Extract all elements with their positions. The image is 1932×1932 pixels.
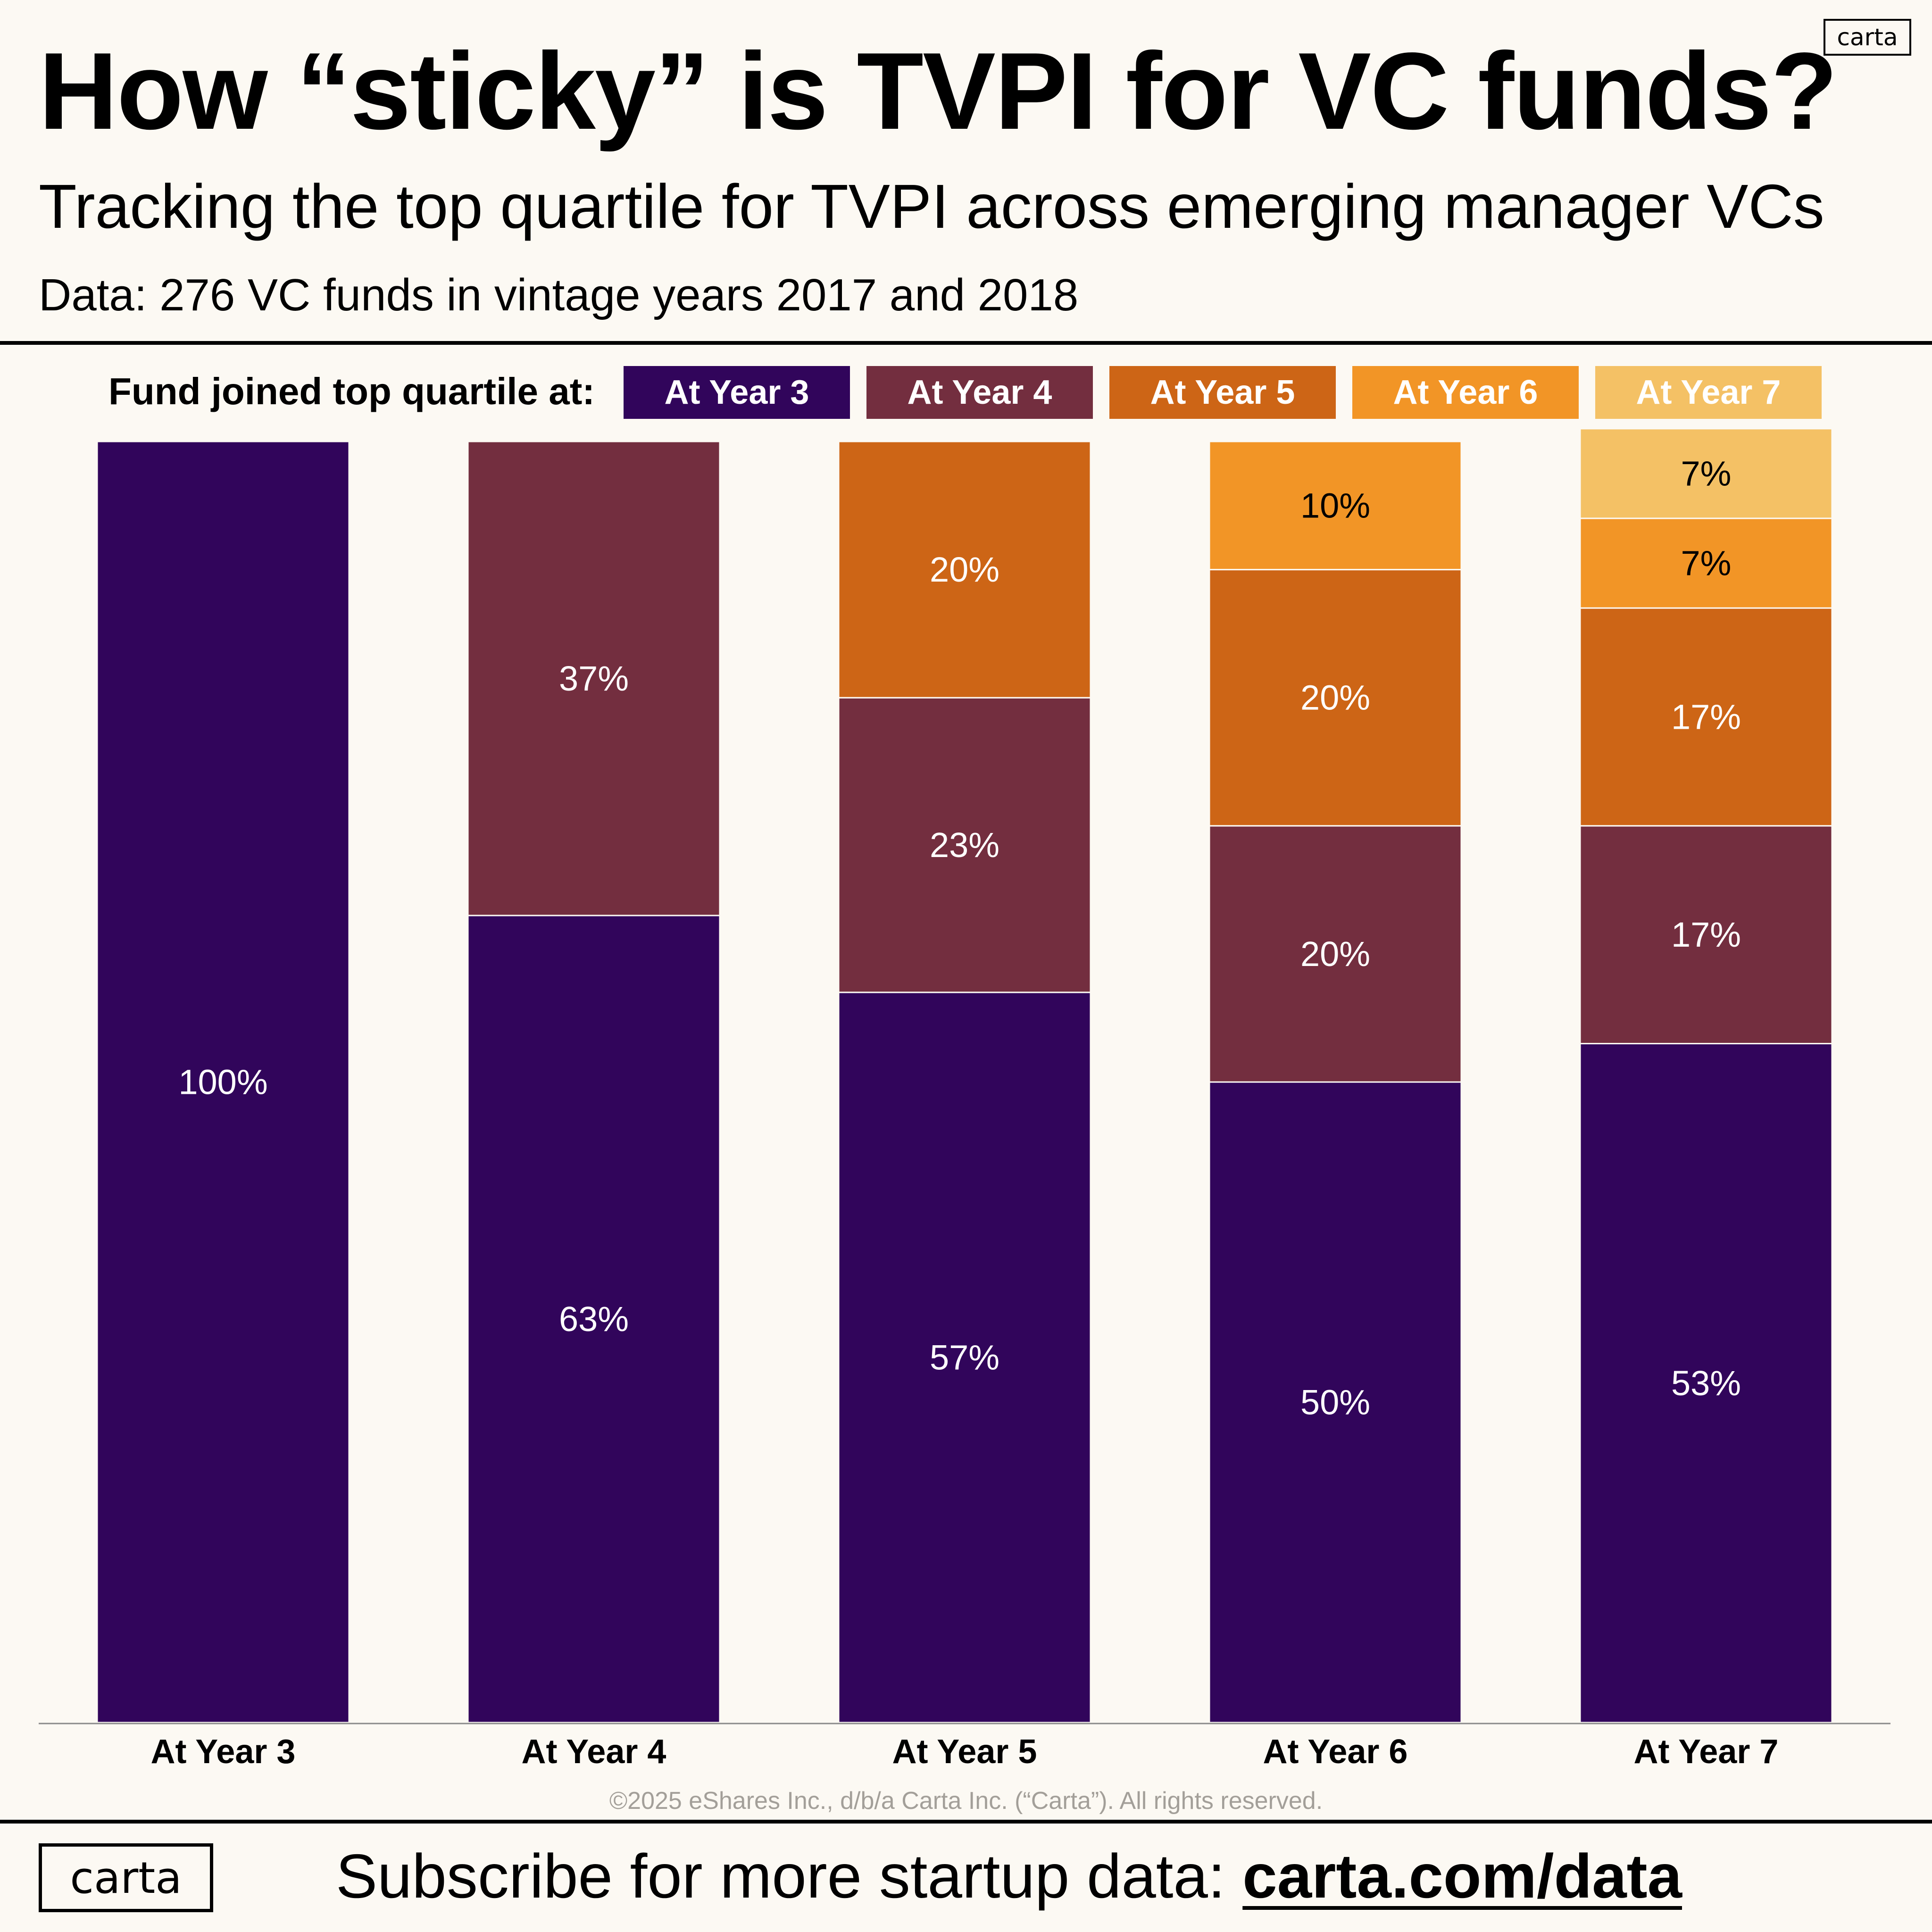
data-label-7-7: 7% [1681, 454, 1732, 493]
legend-chip-year-6: At Year 6 [1352, 366, 1579, 419]
stacked-bar-chart: 100% At Year 3 63% 37% At Year 4 57% 23% 20% At … [39, 428, 1890, 1771]
bar-segment-5-4 [838, 697, 1091, 993]
data-label-7-6: 7% [1681, 544, 1732, 583]
carta-logo-top-text: carta [1837, 24, 1898, 51]
data-label-3-3: 100% [178, 1063, 267, 1102]
bar-segment-7-7 [1579, 428, 1833, 519]
bar-segment-5-5 [838, 441, 1091, 699]
data-label-7-3: 53% [1671, 1364, 1741, 1403]
bar-segment-7-5 [1579, 607, 1833, 827]
carta-logo-bottom: carta [39, 1843, 213, 1912]
data-label-4-3: 63% [559, 1299, 629, 1339]
data-label-5-3: 57% [930, 1338, 999, 1377]
x-tick-label: At Year 6 [1263, 1733, 1408, 1771]
bar-segment-7-4 [1579, 825, 1833, 1045]
bar-segment-7-3 [1579, 1043, 1833, 1724]
legend-chip-year-7: At Year 7 [1595, 366, 1822, 419]
x-tick-label: At Year 5 [892, 1733, 1037, 1771]
bar-segment-6-4 [1208, 825, 1462, 1083]
legend-chip-year-4: At Year 4 [866, 366, 1093, 419]
data-label-5-5: 20% [930, 550, 999, 589]
data-label-6-6: 10% [1300, 486, 1370, 525]
subscribe-link[interactable]: carta.com/data [1242, 1841, 1682, 1911]
data-label-6-4: 20% [1300, 934, 1370, 974]
legend-chip-year-5: At Year 5 [1109, 366, 1336, 419]
footer-divider [0, 1820, 1932, 1824]
data-label-7-4: 17% [1671, 915, 1741, 954]
data-label-7-5: 17% [1671, 697, 1741, 736]
bar-segment-6-5 [1208, 569, 1462, 827]
page-subtitle: Tracking the top quartile for TVPI acros… [39, 172, 1824, 241]
data-label-4-4: 37% [559, 659, 629, 698]
bar-segment-7-6 [1579, 517, 1833, 609]
legend-chip-year-3: At Year 3 [624, 366, 850, 419]
page-title: How “sticky” is TVPI for VC funds? [39, 30, 1838, 152]
x-tick-label: At Year 3 [151, 1733, 296, 1771]
x-tick-label: At Year 4 [522, 1733, 666, 1771]
bar-segment-3-3 [96, 441, 350, 1724]
carta-logo-bottom-text: carta [70, 1852, 182, 1903]
data-note: Data: 276 VC funds in vintage years 2017… [39, 270, 1079, 320]
x-tick-label: At Year 7 [1634, 1733, 1779, 1771]
carta-logo-top: carta [1824, 19, 1911, 56]
bar-segment-6-3 [1208, 1081, 1462, 1724]
header-divider [0, 341, 1932, 345]
bar-segment-6-6 [1208, 441, 1462, 571]
data-label-5-4: 23% [930, 825, 999, 865]
bar-segment-4-3 [467, 915, 721, 1724]
subscribe-text: Subscribe for more startup data: [336, 1841, 1243, 1911]
bar-segment-4-4 [467, 441, 721, 916]
bar-segment-5-3 [838, 991, 1091, 1724]
legend-label: Fund joined top quartile at: [108, 370, 595, 412]
copyright-notice: ©2025 eShares Inc., d/b/a Carta Inc. (“C… [609, 1787, 1323, 1815]
data-label-6-3: 50% [1300, 1383, 1370, 1422]
subscribe-cta: Subscribe for more startup data: carta.c… [336, 1845, 1682, 1907]
data-label-6-5: 20% [1300, 678, 1370, 717]
